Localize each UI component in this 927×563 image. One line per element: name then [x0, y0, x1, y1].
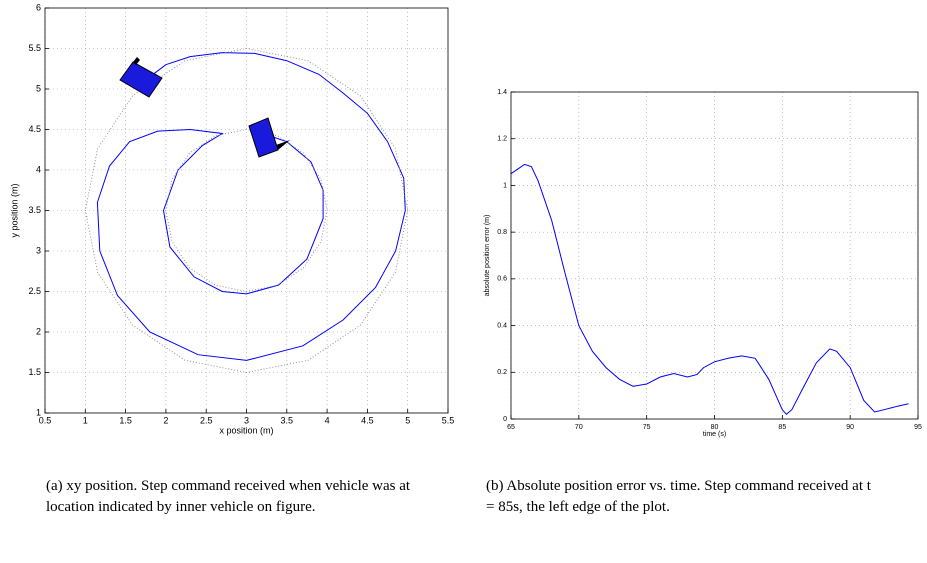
- x-tick-label: 5.5: [442, 415, 455, 425]
- y-tick-label: 1: [503, 182, 507, 189]
- plot-frame: [510, 91, 919, 420]
- x-tick-label: 3: [244, 415, 249, 425]
- caption-a: (a) xy position. Step command received w…: [46, 478, 411, 515]
- plot-frame: [44, 7, 449, 414]
- x-tick-label: 3.5: [281, 415, 294, 425]
- x-tick-label: 80: [711, 424, 719, 431]
- plot-area: [45, 8, 448, 413]
- y-tick-label: 0.4: [497, 322, 507, 329]
- data-line: [84, 48, 409, 373]
- caption-b: (b) Absolute position error vs. time. St…: [486, 478, 871, 515]
- vehicle-wheel: [276, 140, 290, 150]
- y-axis-label: absolute position error (m): [484, 215, 491, 297]
- y-tick-label: 3.5: [28, 205, 41, 215]
- y-tick-label: 0: [503, 416, 507, 423]
- y-tick-label: 6: [36, 2, 41, 12]
- y-tick-label: 2: [36, 326, 41, 336]
- y-tick-label: 1.2: [497, 136, 507, 143]
- y-tick-label: 1: [36, 407, 41, 417]
- x-tick-label: 4: [325, 415, 330, 425]
- y-tick-label: 4: [36, 164, 41, 174]
- y-tick-label: 5: [36, 83, 41, 93]
- vehicle-icon: [119, 61, 163, 98]
- x-tick-label: 75: [643, 424, 651, 431]
- y-tick-label: 4.5: [28, 124, 41, 134]
- y-tick-label: 0.8: [497, 229, 507, 236]
- y-tick-label: 0.6: [497, 276, 507, 283]
- x-axis-label: x position (m): [219, 425, 273, 435]
- y-tick-label: 5.5: [28, 43, 41, 53]
- y-tick-label: 1.5: [28, 367, 41, 377]
- x-tick-label: 4.5: [361, 415, 374, 425]
- vehicles: [119, 57, 290, 158]
- x-tick-label: 5: [405, 415, 410, 425]
- y-axis-label: y position (m): [9, 183, 19, 237]
- x-tick-label: 85: [778, 424, 786, 431]
- figure: 0.5 1 1.5 2 2.5 3 3.5 4 4.5 5 5.511.522.533.544.55…: [9, 2, 922, 438]
- x-tick-label: 1: [83, 415, 88, 425]
- x-tick-label: 0.5: [39, 415, 52, 425]
- y-tick-label: 0.2: [497, 369, 507, 376]
- data-line: [96, 52, 406, 361]
- x-tick-label: 90: [846, 424, 854, 431]
- x-tick-label: 70: [575, 424, 583, 431]
- x-axis-label: time (s): [703, 431, 726, 438]
- x-tick-label: 65: [507, 424, 515, 431]
- vehicle-wheel: [133, 57, 140, 65]
- x-tick-label: 2: [163, 415, 168, 425]
- x-tick-label: 2.5: [200, 415, 213, 425]
- y-tick-label: 2.5: [28, 286, 41, 296]
- data-line: [510, 163, 909, 415]
- plot-area: [511, 92, 918, 419]
- x-tick-label: 95: [914, 424, 922, 431]
- y-tick-label: 3: [36, 245, 41, 255]
- y-tick-label: 1.4: [497, 89, 507, 96]
- x-tick-label: 1.5: [119, 415, 132, 425]
